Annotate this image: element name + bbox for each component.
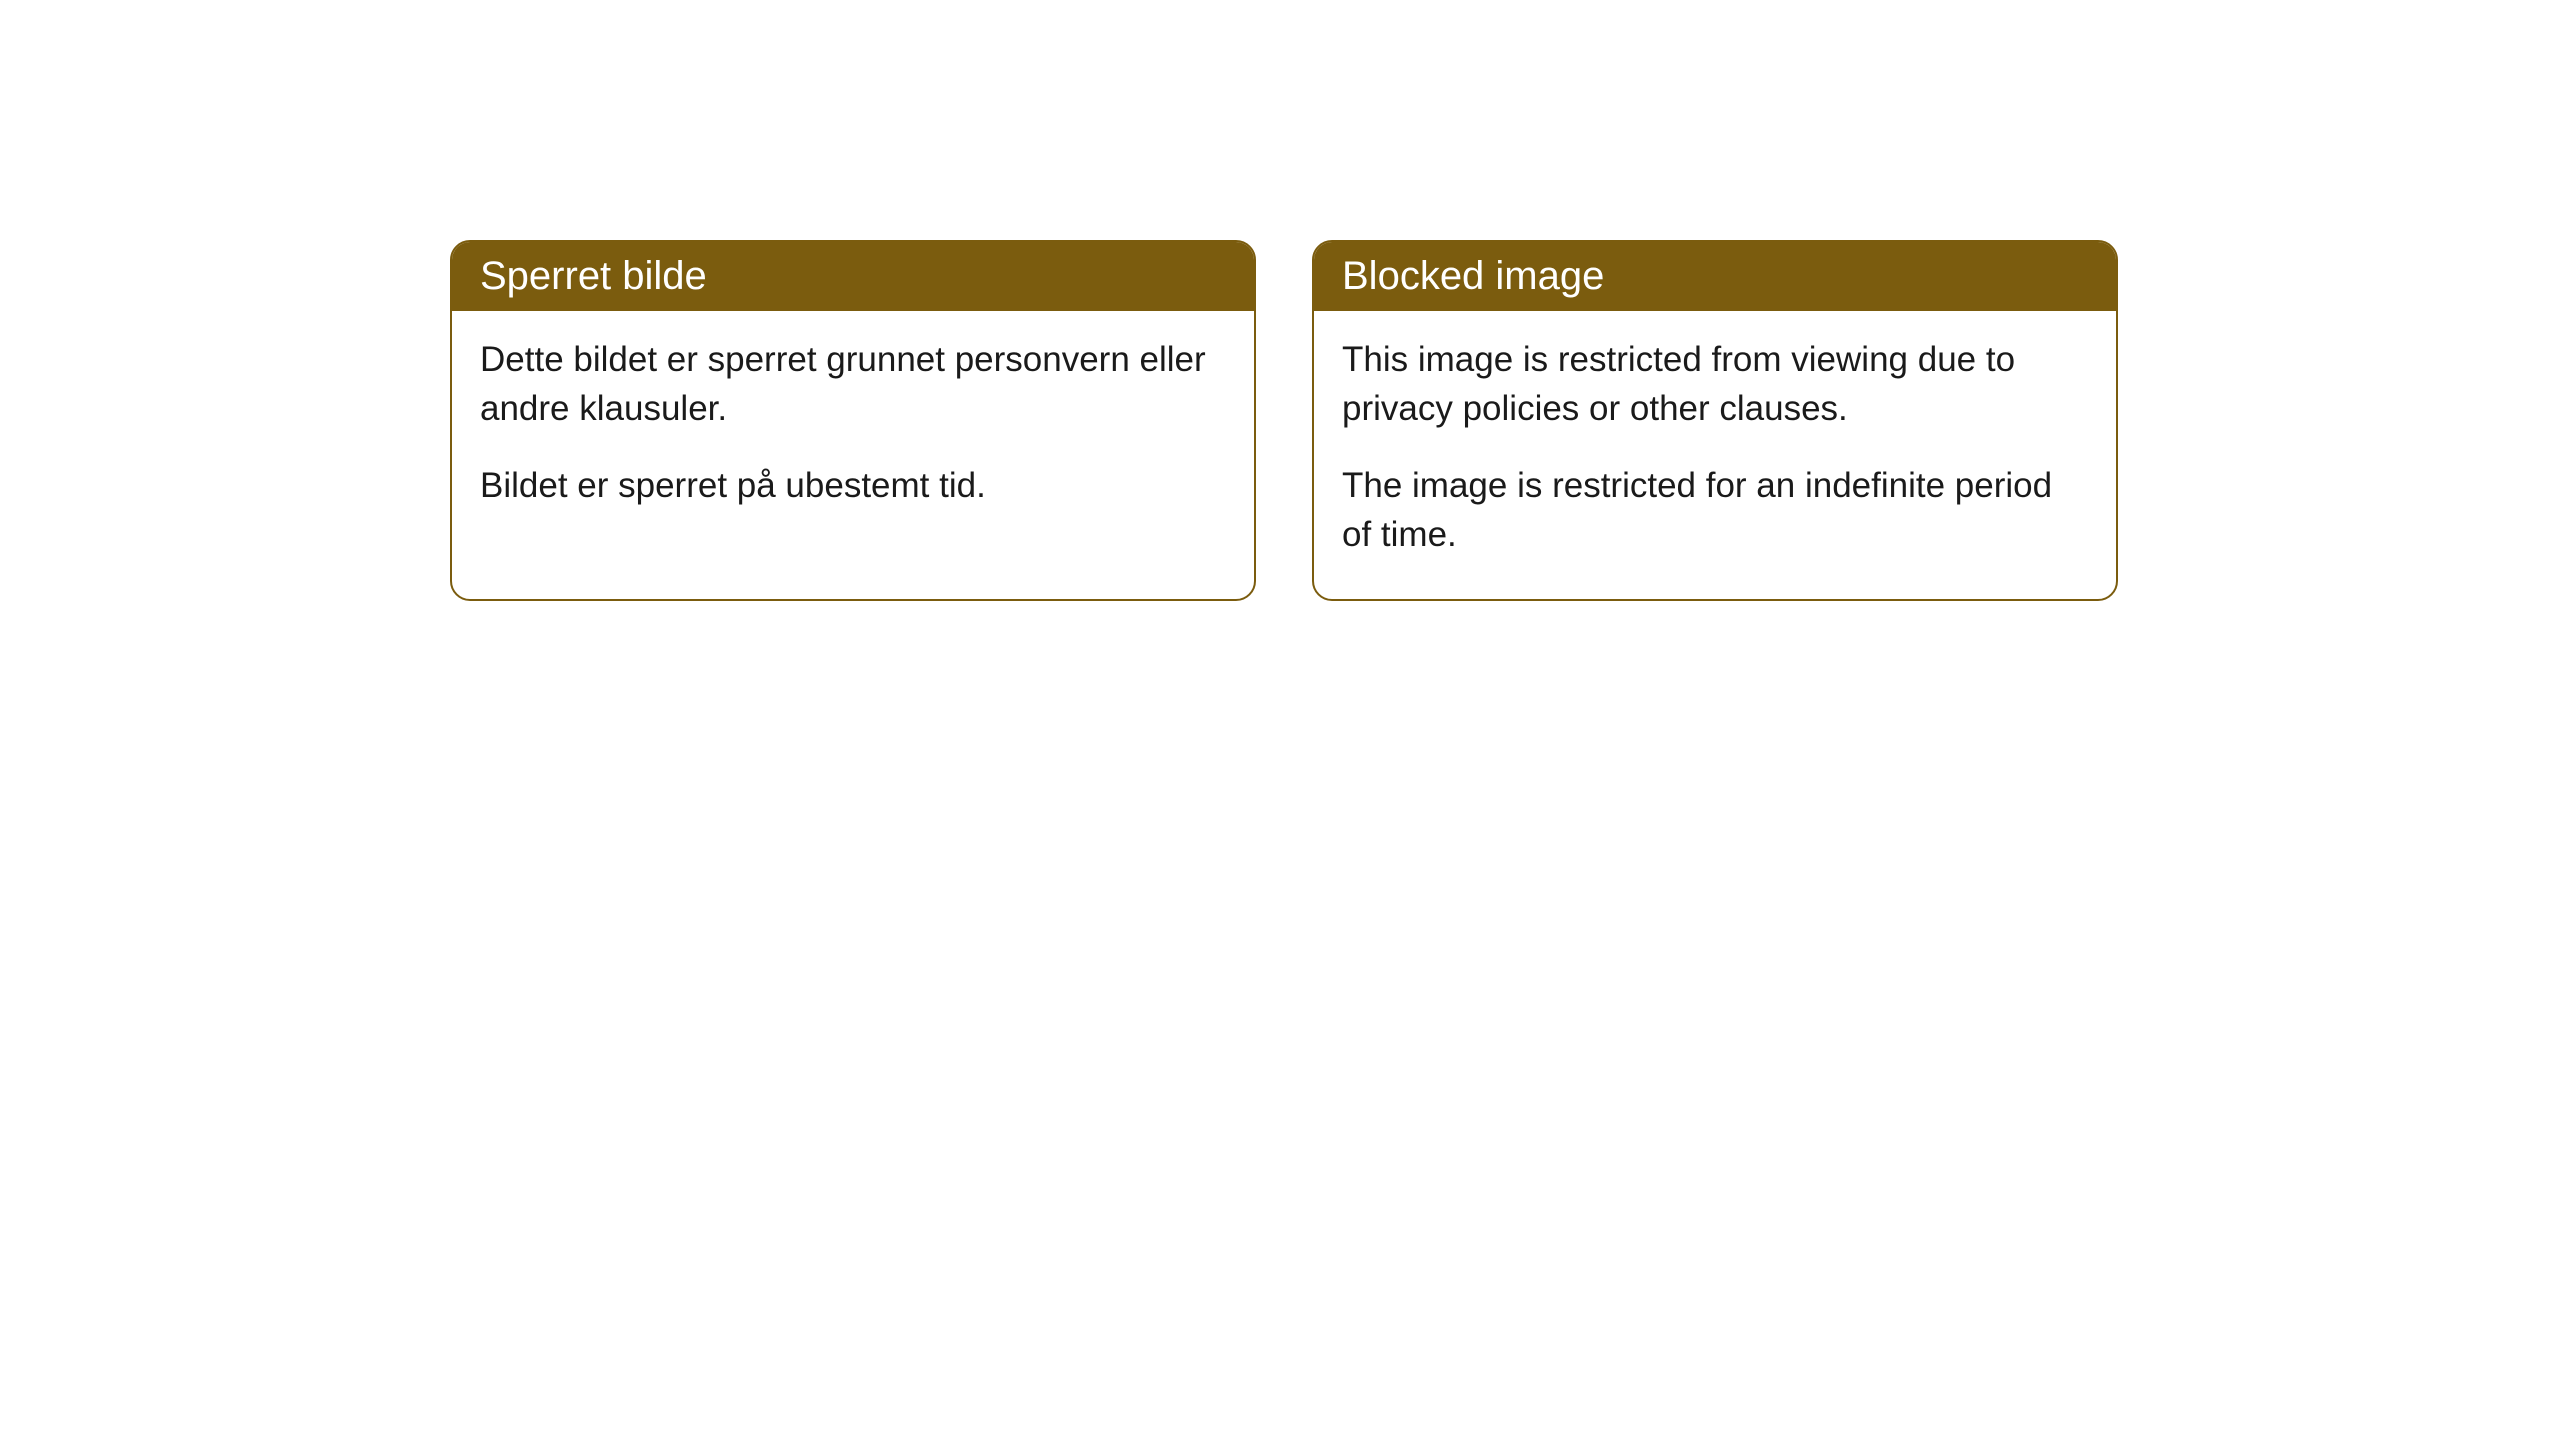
blocked-image-card-norwegian: Sperret bilde Dette bildet er sperret gr… (450, 240, 1256, 601)
cards-container: Sperret bilde Dette bildet er sperret gr… (450, 240, 2560, 601)
card-header-norwegian: Sperret bilde (452, 242, 1254, 311)
blocked-image-card-english: Blocked image This image is restricted f… (1312, 240, 2118, 601)
card-paragraph-2-english: The image is restricted for an indefinit… (1342, 461, 2088, 559)
card-paragraph-1-english: This image is restricted from viewing du… (1342, 335, 2088, 433)
card-body-norwegian: Dette bildet er sperret grunnet personve… (452, 311, 1254, 550)
card-title-norwegian: Sperret bilde (480, 254, 707, 298)
card-paragraph-1-norwegian: Dette bildet er sperret grunnet personve… (480, 335, 1226, 433)
card-body-english: This image is restricted from viewing du… (1314, 311, 2116, 599)
card-paragraph-2-norwegian: Bildet er sperret på ubestemt tid. (480, 461, 1226, 510)
card-title-english: Blocked image (1342, 254, 1604, 298)
card-header-english: Blocked image (1314, 242, 2116, 311)
